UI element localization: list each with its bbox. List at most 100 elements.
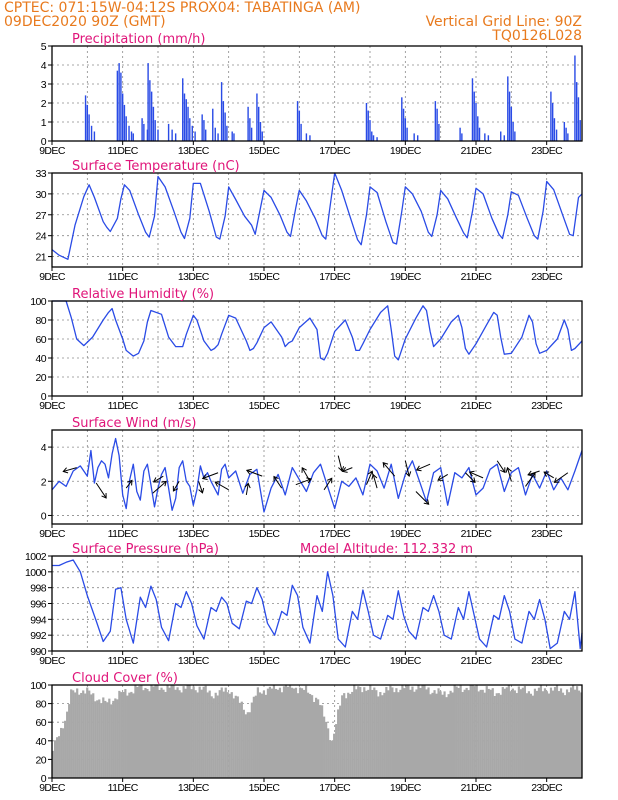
panels: Precipitation (mm/h) 0 1 2 3 4 5 9DEC 11DEC 13DEC… [25,32,583,794]
cloud-bar [441,694,444,778]
wind-arrow-head [273,475,279,482]
cloud-bar [419,687,422,778]
cloud-bar [529,693,533,778]
precip-bar [174,133,177,141]
pressure-series-line [52,559,583,650]
cloud-bar [216,695,219,778]
cloud-bar [319,705,322,778]
header-model-code: TQ0126L028 [491,28,582,44]
wind-arrow-head [423,499,430,505]
cloud-bar [341,695,344,778]
cloud-bar [284,685,288,778]
cloud-bar [559,688,563,778]
cloud-bar [304,685,308,778]
cloud-bar [551,690,555,778]
cloud-bar [363,687,366,778]
precip-bar [459,127,461,141]
cloud-bar [84,693,87,778]
x-tick-label: 13DEC [178,782,210,794]
cloud-bar [288,685,292,778]
precip-bar [514,131,516,141]
precip-bar [500,131,502,141]
cloud-bar [308,693,312,778]
x-tick-label: 21DEC [461,145,493,157]
wind-arrow-head [301,467,307,473]
cloud-bar [349,693,352,778]
wind-arrow-shaft [415,491,430,505]
cloud-bar [208,690,211,778]
y-tick-label: 992 [30,630,46,642]
cloud-bar [186,685,189,778]
x-tick-label: 21DEC [461,782,493,794]
cloud-bar [62,728,65,778]
y-tick-label: 0 [41,773,47,785]
cloud-bar [114,698,117,778]
y-tick-label: 100 [30,296,46,308]
cloud-bar [134,685,137,778]
cloud-bar [521,687,524,778]
x-tick-label: 17DEC [319,528,351,540]
x-tick-label: 11DEC [108,655,139,667]
cloud-bar [525,693,528,778]
panel-precipitation: Precipitation (mm/h) 0 1 2 3 4 5 9DEC 11DEC 13DEC… [39,32,583,157]
x-tick-label: 19DEC [390,782,422,794]
cloud-bar [104,700,107,778]
y-tick-label: 30 [36,189,47,201]
cloud-bar [206,692,209,778]
cloud-bar [306,692,310,778]
x-tick-label: 19DEC [390,271,422,283]
wind-arrow-shaft [496,460,506,473]
cloud-bar [264,694,268,778]
cloud-bar [487,688,490,778]
y-tick-label: 0 [41,510,47,522]
cloud-bar [421,685,424,778]
cloud-bar [102,697,105,778]
x-tick-label: 21DEC [461,655,493,667]
wind-arrow-head [527,470,534,477]
cloud-bar [389,685,392,778]
cloud-bar [359,687,362,778]
cloud-bar [451,692,454,778]
cloud-bar [553,687,557,778]
wind-arrow-shaft [63,467,77,472]
precip-bar [478,127,481,141]
precip-bar [296,101,299,141]
cloud-bar [565,689,569,778]
cloud-bar [569,687,573,778]
cloud-bar [367,689,370,778]
wind-arrow-shaft [437,474,448,481]
cloud-bar [335,724,338,778]
precip-bar [259,122,262,141]
wind-arrow-shaft [245,483,249,496]
cloud-bar [226,692,229,778]
cloud-bar [535,690,539,778]
precip-bar [574,55,576,141]
cloud-bar [250,702,253,778]
cloud-bar [383,692,386,778]
cloud-bar [98,699,101,778]
cloud-bar [64,720,67,778]
wind-arrow-shaft [273,476,283,489]
precip-bar [171,129,173,141]
precip-bar [118,63,120,141]
cloud-bar [78,694,81,778]
cloud-bar [509,691,512,778]
wind-arrow-head [382,461,389,468]
x-tick-label: 15DEC [249,271,281,283]
cloud-bar [148,691,151,778]
cloud-bar [407,685,410,778]
precip-bar [182,78,184,141]
cloud-bar [403,688,406,778]
cloud-bar [429,694,432,778]
precip-bar [220,82,223,141]
wind-title: Surface Wind (m/s) [72,416,196,431]
precipitation-title: Precipitation (mm/h) [72,32,205,47]
precip-bar [84,95,87,141]
x-tick-label: 15DEC [249,145,281,157]
cloud-bar [431,692,434,778]
cloud-bar [491,688,494,778]
cloud-bar [128,692,131,778]
cloud-bar [72,690,75,778]
cloud-bar [202,686,205,778]
y-tick-label: 994 [30,614,46,626]
